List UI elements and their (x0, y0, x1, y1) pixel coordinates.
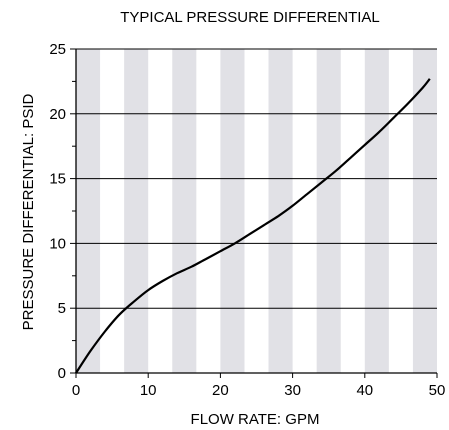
y-tick-label: 25 (49, 41, 66, 58)
y-tick-label: 5 (58, 300, 66, 317)
series-line (75, 78, 431, 374)
x-tick-label: 40 (356, 382, 373, 399)
chart-title: TYPICAL PRESSURE DIFFERENTIAL (120, 9, 380, 26)
grid-band (268, 49, 293, 373)
y-axis-label: PRESSURE DIFFERENTIAL: PSID (20, 93, 37, 330)
y-tick-label: 0 (58, 365, 66, 382)
grid-band (364, 49, 389, 373)
grid-band (412, 49, 437, 373)
x-tick-label: 10 (140, 382, 157, 399)
y-tick-label: 10 (49, 235, 66, 252)
grid-band (316, 49, 341, 373)
x-tick-label: 50 (429, 382, 446, 399)
y-tick-label: 15 (49, 171, 66, 188)
grid-band (172, 49, 197, 373)
x-tick-label: 0 (72, 382, 80, 399)
grid-band (76, 49, 101, 373)
x-tick-label: 20 (212, 382, 229, 399)
x-axis-label: FLOW RATE: GPM (191, 411, 320, 428)
grid-band (220, 49, 245, 373)
x-tick-label: 30 (284, 382, 301, 399)
grid-band (124, 49, 149, 373)
y-tick-label: 20 (49, 106, 66, 123)
